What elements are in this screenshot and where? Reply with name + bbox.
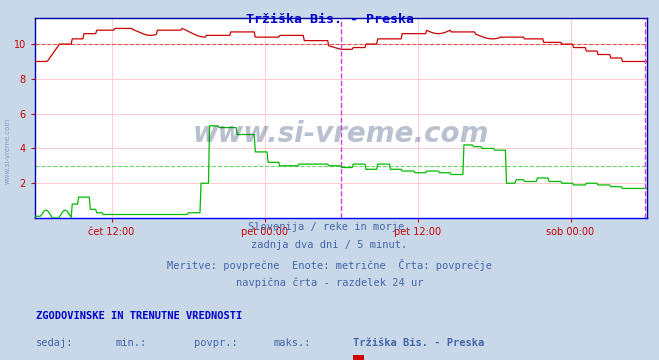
Text: povpr.:: povpr.:: [194, 338, 238, 348]
Text: Slovenija / reke in morje.: Slovenija / reke in morje.: [248, 222, 411, 231]
Text: Tržiška Bis. - Preska: Tržiška Bis. - Preska: [353, 338, 484, 348]
Text: sedaj:: sedaj:: [36, 338, 74, 348]
Text: www.si-vreme.com: www.si-vreme.com: [192, 120, 489, 148]
Text: zadnja dva dni / 5 minut.: zadnja dva dni / 5 minut.: [251, 240, 408, 250]
Text: maks.:: maks.:: [273, 338, 311, 348]
Text: www.si-vreme.com: www.si-vreme.com: [5, 118, 11, 184]
Text: ZGODOVINSKE IN TRENUTNE VREDNOSTI: ZGODOVINSKE IN TRENUTNE VREDNOSTI: [36, 311, 243, 321]
Text: Tržiška Bis. - Preska: Tržiška Bis. - Preska: [246, 13, 413, 26]
Text: navpična črta - razdelek 24 ur: navpična črta - razdelek 24 ur: [236, 278, 423, 288]
Text: Meritve: povprečne  Enote: metrične  Črta: povprečje: Meritve: povprečne Enote: metrične Črta:…: [167, 259, 492, 271]
Text: min.:: min.:: [115, 338, 146, 348]
